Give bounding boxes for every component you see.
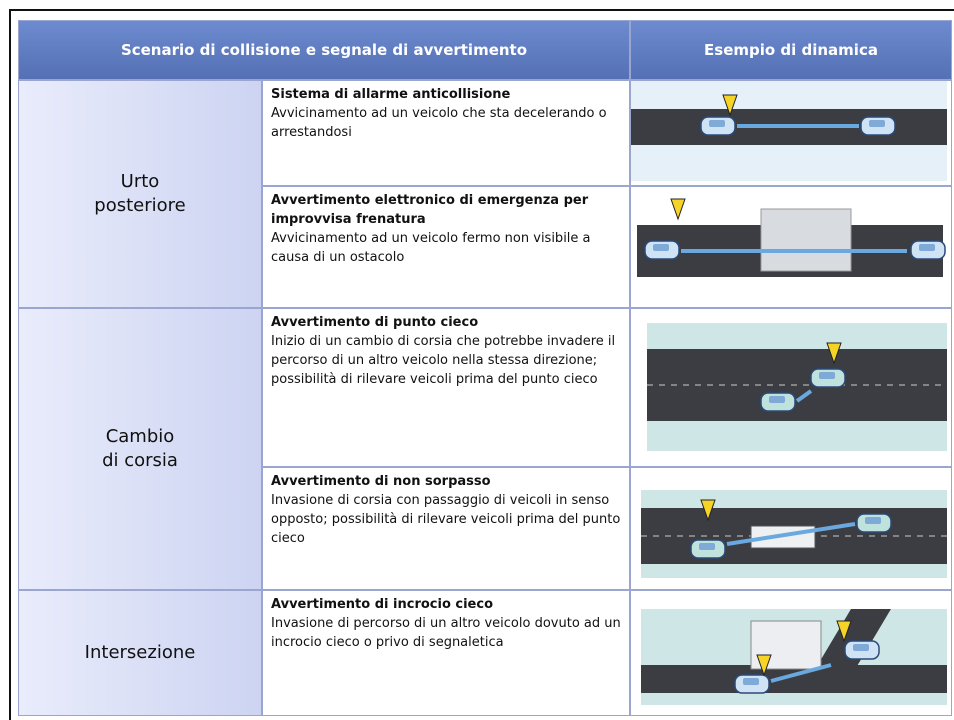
scenario-cell: Avvertimento di non sorpasso Invasione di… bbox=[262, 467, 630, 590]
arrow bbox=[795, 389, 813, 403]
scenario-description: Invasione di percorso di un altro veicol… bbox=[271, 616, 621, 650]
car-icon bbox=[644, 240, 680, 260]
header-cell: Scenario di collisione e segnale di avve… bbox=[18, 20, 630, 80]
scenario-cell: Avvertimento elettronico di emergenza pe… bbox=[262, 186, 630, 308]
car-icon bbox=[734, 674, 770, 694]
scene bbox=[641, 490, 947, 578]
group-label-line: posteriore bbox=[94, 195, 186, 216]
scene bbox=[647, 323, 947, 451]
car-icon bbox=[810, 368, 846, 388]
arrow bbox=[726, 522, 856, 546]
group-label-line: di corsia bbox=[102, 450, 178, 471]
car-icon bbox=[860, 116, 896, 136]
car-icon bbox=[690, 539, 726, 559]
group-label: Cambio di corsia bbox=[18, 308, 262, 590]
warning-icon bbox=[700, 499, 716, 522]
group-label: Intersezione bbox=[18, 590, 262, 716]
scenario-title: Sistema di allarme anticollisione bbox=[271, 87, 511, 102]
example-image bbox=[630, 80, 952, 186]
scenario-cell: Avvertimento di incrocio cieco Invasione … bbox=[262, 590, 630, 716]
car-icon bbox=[760, 392, 796, 412]
group-label-line: Cambio bbox=[105, 426, 175, 447]
arrow bbox=[770, 663, 832, 683]
scenario-title: Avvertimento di incrocio cieco bbox=[271, 597, 494, 612]
scenario-description: Avvicinamento ad un veicolo che sta dece… bbox=[271, 106, 607, 140]
scenario-description: Avvicinamento ad un veicolo fermo non vi… bbox=[271, 231, 591, 265]
road bbox=[641, 665, 947, 693]
scene bbox=[631, 81, 947, 181]
scenario-cell: Sistema di allarme anticollisione Avvicin… bbox=[262, 80, 630, 186]
car-icon bbox=[910, 240, 946, 260]
warning-icon bbox=[836, 620, 852, 643]
example-image bbox=[630, 308, 952, 467]
warning-icon bbox=[826, 342, 842, 365]
header-cell: Esempio di dinamica bbox=[630, 20, 952, 80]
group-label-line: Intersezione bbox=[84, 642, 196, 663]
scenario-description: Inizio di un cambio di corsia che potreb… bbox=[271, 334, 616, 387]
warning-icon bbox=[722, 94, 738, 117]
example-image bbox=[630, 186, 952, 308]
scene bbox=[637, 198, 946, 277]
truck bbox=[760, 208, 852, 272]
car-icon bbox=[856, 513, 892, 533]
group-label: Urto posteriore bbox=[18, 80, 262, 308]
example-image bbox=[630, 467, 952, 590]
scenario-cell: Avvertimento di punto cieco Inizio di un … bbox=[262, 308, 630, 467]
scenario-title: Avvertimento elettronico di emergenza pe… bbox=[271, 193, 589, 227]
group-label-line: Urto bbox=[120, 171, 160, 192]
warning-icon bbox=[756, 654, 772, 677]
car-icon bbox=[844, 640, 880, 660]
scenario-title: Avvertimento di punto cieco bbox=[271, 315, 479, 330]
slide-frame bbox=[9, 9, 954, 720]
scenario-description: Invasione di corsia con passaggio di vei… bbox=[271, 493, 621, 546]
example-image bbox=[630, 590, 952, 716]
scene bbox=[641, 609, 947, 705]
car-icon bbox=[700, 116, 736, 136]
scenario-title: Avvertimento di non sorpasso bbox=[271, 474, 491, 489]
warning-icon bbox=[670, 198, 686, 221]
